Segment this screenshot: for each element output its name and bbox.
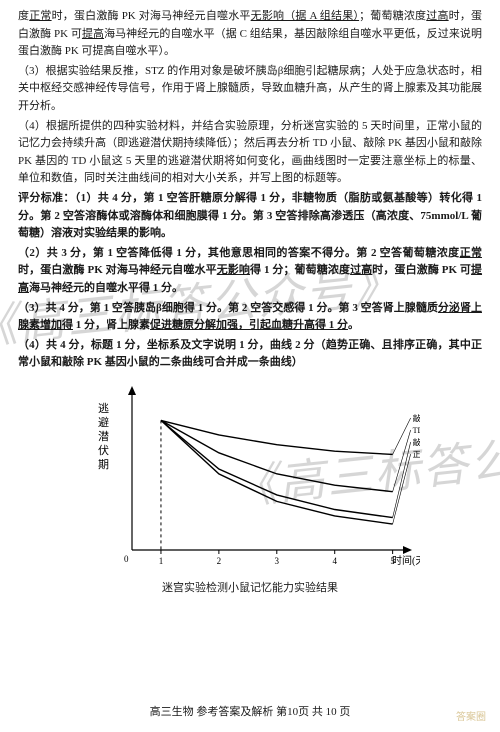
text: 1 分，肾上腺素 <box>73 319 150 331</box>
text-underline: 正常 <box>460 247 482 259</box>
text-underline: 无影响 <box>217 264 250 276</box>
paragraph-3: （4）根据所提供的四种实验材料，并结合实验原理，分析迷宫实验的 5 天时间里，正… <box>18 118 482 188</box>
svg-text:避: 避 <box>98 415 109 429</box>
text: 时，蛋白激酶 PK 可 <box>372 264 471 276</box>
score-3: （3）共 4 分，第 1 空答胰岛β细胞得 1 分。第 2 空答交感得 1 分。… <box>18 300 482 335</box>
score-2: （2）共 3 分，第 1 空答降低得 1 分，其他意思相同的答案不得分。第 2 … <box>18 245 482 298</box>
text: 度 <box>18 10 29 22</box>
svg-text:TD小鼠: TD小鼠 <box>413 426 420 435</box>
chart-container: 12345逃避潜伏期时间(天)敲除PK基因的TD小鼠TD小鼠敲除PK基因小鼠正常… <box>18 378 482 598</box>
text: 海马神经元的自噬水平得 1 分。 <box>29 282 183 294</box>
text-underline: 过高 <box>426 10 448 22</box>
score-4: （4）共 4 分，标题 1 分，坐标系及文字说明 1 分，曲线 2 分（趋势正确… <box>18 337 482 372</box>
paragraph-1: 度正常时，蛋白激酶 PK 对海马神经元自噬水平无影响（据 A 组结果）；葡萄糖浓… <box>18 8 482 61</box>
score-1: 评分标准：（1）共 4 分，第 1 空答肝糖原分解得 1 分，非糖物质（脂肪或氨… <box>18 190 482 243</box>
text-underline: 过高 <box>350 264 372 276</box>
svg-text:3: 3 <box>275 556 280 566</box>
svg-text:潜: 潜 <box>98 429 109 443</box>
svg-text:1: 1 <box>159 556 164 566</box>
svg-text:期: 期 <box>98 458 109 471</box>
svg-text:时间(天): 时间(天) <box>392 554 420 567</box>
paragraph-2: （3）根据实验结果反推，STZ 的作用对象是破坏胰岛β细胞引起糖尿病；人处于应急… <box>18 63 482 116</box>
svg-text:4: 4 <box>332 556 337 566</box>
svg-text:正常小鼠: 正常小鼠 <box>413 450 420 459</box>
text-underline: 正常 <box>29 10 51 22</box>
text: 。 <box>348 319 359 331</box>
text-underline: 提高 <box>82 28 104 40</box>
text: ；葡萄糖浓度 <box>359 10 426 22</box>
text: 时，蛋白激酶 PK 对海马神经元自噬水平 <box>18 264 217 276</box>
text-underline: 无影响（据 A 组结果） <box>251 10 359 22</box>
svg-text:2: 2 <box>217 556 222 566</box>
text: 时，蛋白激酶 PK 对海马神经元自噬水平 <box>52 10 251 22</box>
svg-text:伏: 伏 <box>98 443 109 457</box>
svg-text:敲除PK基因的TD小鼠: 敲除PK基因的TD小鼠 <box>413 413 420 423</box>
svg-text:0: 0 <box>124 554 129 564</box>
text: 得 1 分；葡萄糖浓度 <box>250 264 350 276</box>
page-footer: 高三生物 参考答案及解析 第10页 共 10 页 <box>0 704 500 722</box>
chart-caption: 迷宫实验检测小鼠记忆能力实验结果 <box>162 580 338 598</box>
text: （3）共 4 分，第 1 空答胰岛β细胞得 1 分。第 2 空答交感得 1 分。… <box>18 302 438 314</box>
text-underline: 促进糖原分解加强，引起血糖升高得 1 分 <box>150 319 348 331</box>
svg-text:逃: 逃 <box>98 402 109 415</box>
svg-text:敲除PK基因小鼠: 敲除PK基因小鼠 <box>413 437 420 447</box>
footer-logo: 答案圈 <box>456 710 486 726</box>
text: （2）共 3 分，第 1 空答降低得 1 分，其他意思相同的答案不得分。第 2 … <box>18 247 460 259</box>
line-chart: 12345逃避潜伏期时间(天)敲除PK基因的TD小鼠TD小鼠敲除PK基因小鼠正常… <box>80 378 420 578</box>
